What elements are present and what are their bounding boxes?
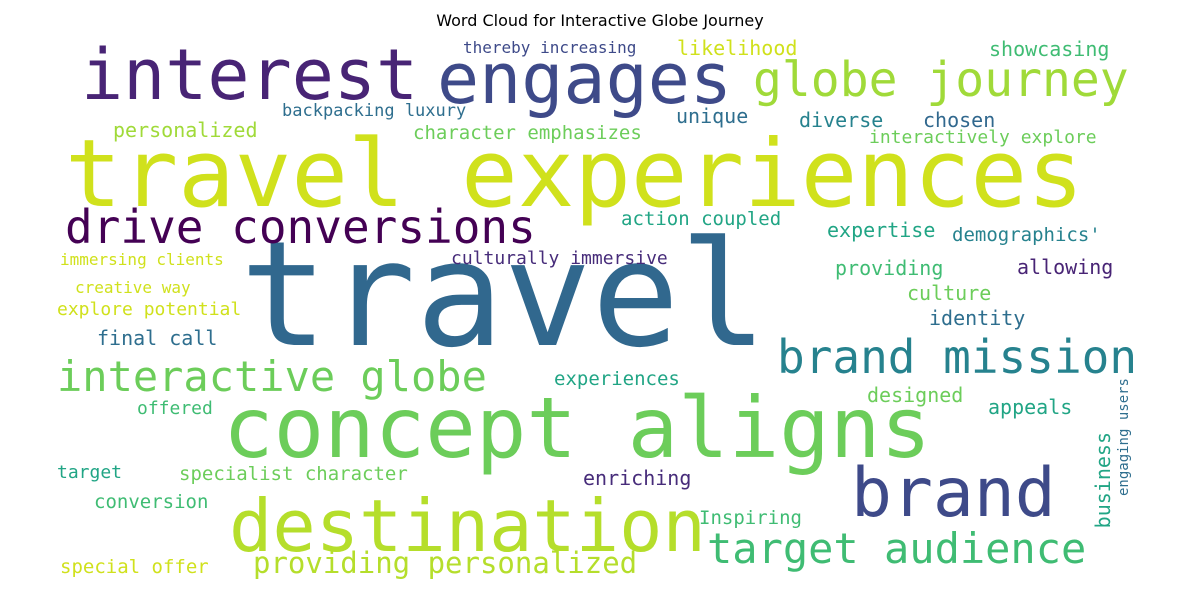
word-unique: unique [676, 104, 749, 128]
word-experiences: experiences [554, 368, 680, 390]
word-specialist-character: specialist character [179, 463, 408, 485]
word-likelihood: likelihood [677, 36, 798, 60]
word-expertise: expertise [827, 218, 936, 242]
word-drive-conversions: drive conversions [65, 200, 536, 254]
word-brand-mission: brand mission [777, 330, 1138, 384]
word-engages: engages [437, 38, 733, 120]
word-inspiring: Inspiring [699, 507, 802, 529]
word-enriching: enriching [583, 466, 692, 490]
word-offered: offered [137, 398, 213, 419]
word-destination: destination [229, 484, 706, 568]
word-immersing-clients: immersing clients [60, 250, 224, 269]
word-personalized: personalized [113, 118, 258, 142]
word-special-offer: special offer [60, 556, 209, 578]
word-travel: travel [240, 210, 768, 380]
word-explore-potential: explore potential [57, 299, 242, 320]
word-identity: identity [929, 306, 1026, 330]
word-diverse: diverse [799, 108, 884, 132]
word-providing-personalized: providing personalized [253, 546, 638, 580]
word-engaging-users: engaging users [1116, 378, 1132, 497]
word-backpacking-luxury: backpacking luxury [282, 101, 467, 121]
word-providing: providing [835, 256, 944, 280]
word-appeals: appeals [988, 395, 1073, 419]
word-interest: interest [81, 34, 419, 116]
word-final-call: final call [97, 326, 218, 350]
word-interactively-explore: interactively explore [869, 127, 1097, 148]
word-brand: brand [851, 454, 1056, 533]
word-chosen: chosen [923, 108, 996, 132]
word-character-emphasizes: character emphasizes [413, 122, 642, 144]
word-demographics: demographics' [952, 224, 1101, 246]
word-concept-aligns: concept aligns [223, 379, 932, 477]
word-target-audience: target audience [707, 524, 1087, 573]
word-business: business [1091, 432, 1115, 529]
word-cloud: travel travel experiences concept aligns… [57, 34, 1143, 584]
word-globe-journey: globe journey [753, 52, 1129, 108]
word-allowing: allowing [1017, 255, 1114, 279]
word-showcasing: showcasing [989, 37, 1110, 61]
word-designed: designed [867, 383, 964, 407]
word-target: target [57, 462, 123, 483]
word-travel-experiences: travel experiences [65, 120, 1084, 229]
word-thereby-increasing: thereby increasing [463, 38, 637, 57]
word-creative-way: creative way [75, 278, 191, 297]
word-conversion: conversion [94, 491, 209, 513]
word-interactive-globe: interactive globe [57, 352, 487, 401]
word-action-coupled: action coupled [621, 208, 782, 230]
chart-title: Word Cloud for Interactive Globe Journey [436, 11, 764, 30]
word-culture: culture [907, 281, 992, 305]
word-culturally-immersive: culturally immersive [451, 248, 668, 269]
